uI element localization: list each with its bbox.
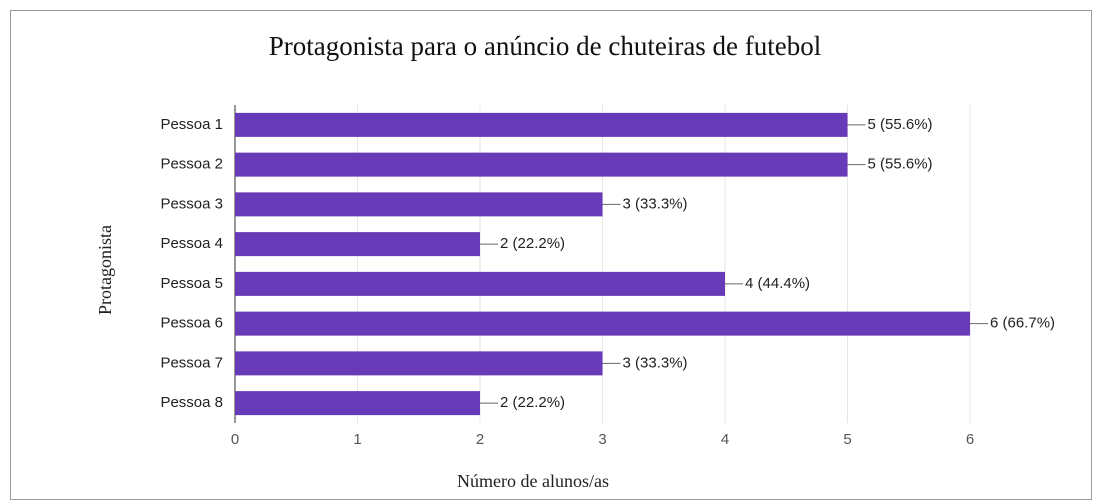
x-tick-label: 5 — [843, 431, 851, 448]
y-tick-label: Pessoa 6 — [160, 315, 223, 332]
x-tick-label: 1 — [353, 431, 361, 448]
bar — [235, 192, 603, 217]
frame — [10, 10, 1092, 500]
value-label: 3 (33.3%) — [623, 354, 688, 371]
x-tick-label: 2 — [476, 431, 484, 448]
y-tick-label: Pessoa 7 — [160, 354, 223, 371]
y-tick-label: Pessoa 4 — [160, 235, 223, 252]
y-tick-label: Pessoa 2 — [160, 156, 223, 173]
x-tick-label: 4 — [721, 431, 729, 448]
x-axis-label: Número de alunos/as — [457, 471, 609, 491]
bar — [235, 232, 480, 257]
bar — [235, 311, 970, 336]
bar — [235, 152, 848, 177]
x-tick-label: 0 — [231, 431, 239, 448]
chart-title: Protagonista para o anúncio de chuteiras… — [268, 31, 822, 61]
bar — [235, 351, 603, 376]
bar — [235, 391, 480, 416]
y-tick-label: Pessoa 5 — [160, 275, 223, 292]
value-label: 2 (22.2%) — [500, 394, 565, 411]
value-label: 5 (55.6%) — [868, 116, 933, 133]
value-label: 5 (55.6%) — [868, 156, 933, 173]
bar — [235, 271, 725, 296]
y-tick-label: Pessoa 3 — [160, 195, 223, 212]
y-tick-label: Pessoa 1 — [160, 116, 223, 133]
y-tick-label: Pessoa 8 — [160, 394, 223, 411]
x-tick-label: 3 — [598, 431, 606, 448]
bar — [235, 112, 848, 137]
value-label: 4 (44.4%) — [745, 275, 810, 292]
value-label: 2 (22.2%) — [500, 235, 565, 252]
value-label: 3 (33.3%) — [623, 195, 688, 212]
y-axis-label: Protagonista — [95, 225, 115, 315]
value-label: 6 (66.7%) — [990, 315, 1055, 332]
x-tick-label: 6 — [966, 431, 974, 448]
